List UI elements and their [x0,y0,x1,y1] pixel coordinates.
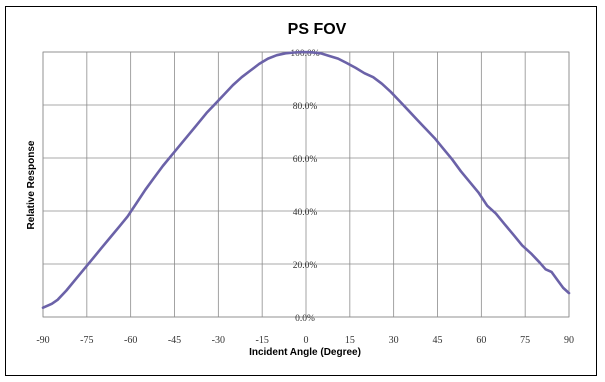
y-tick-label: 20.0% [293,261,318,271]
x-tick-label: -90 [36,335,49,346]
y-tick-label: 0.0% [295,314,315,324]
x-tick-label: -60 [124,335,137,346]
x-tick-label: -45 [168,335,181,346]
x-tick-label: -30 [212,335,225,346]
series-line [41,50,571,310]
x-tick-label: 45 [433,335,443,346]
grid-lines [42,51,570,318]
y-tick-label: 60.0% [293,155,318,165]
x-axis-title: Incident Angle (Degree) [249,347,361,358]
y-tick-label: 80.0% [293,102,318,112]
x-tick-label: 90 [564,335,574,346]
tick-labels: -90 -75 -60 -45 -30 -15 0 15 30 45 60 75 90 0.0% 20.0%… [36,49,574,346]
x-tick-label: 60 [476,335,486,346]
x-tick-label: 75 [520,335,530,346]
y-tick-label: 40.0% [293,208,318,218]
x-tick-label: -75 [80,335,93,346]
chart-frame [5,6,597,376]
y-axis-title: Relative Response [26,140,37,229]
x-tick-label: 0 [304,335,309,346]
plot-area [41,50,571,310]
x-tick-label: -15 [255,335,268,346]
x-tick-label: 30 [389,335,399,346]
chart-title: PS FOV [288,21,347,38]
x-tick-label: 15 [345,335,355,346]
y-tick-label: 100.0% [290,49,319,59]
